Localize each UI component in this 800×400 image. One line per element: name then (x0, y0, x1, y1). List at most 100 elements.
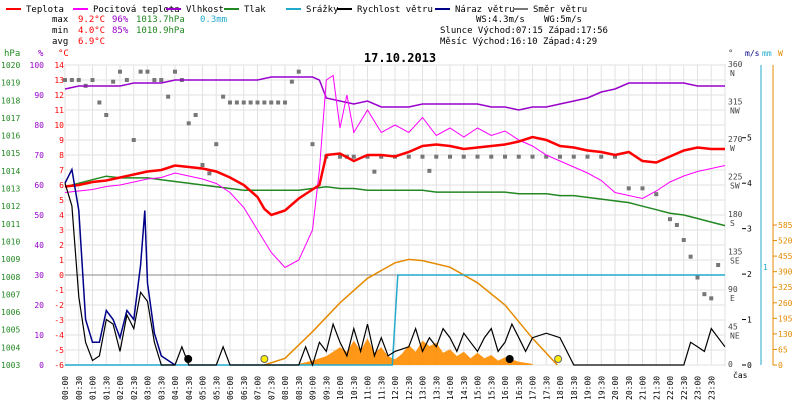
axis-unit-celsius: °C (58, 49, 69, 59)
y-tick-percent: 0 (39, 361, 44, 370)
x-tick: 17:00 (529, 376, 538, 400)
x-tick: 00:30 (75, 376, 84, 400)
y-tick-hpa: 1013 (1, 185, 20, 194)
y-tick-ms: 1 (747, 316, 752, 325)
y-tick-direction: 270 (728, 135, 743, 144)
x-axis: 00:00 00:30 01:00 01:30 02:00 02:30 03:00 03:30… (61, 370, 748, 400)
y-tick-percent: 40 (34, 241, 44, 250)
y-tick-percent: 60 (34, 181, 44, 190)
y-tick-wm2: 195 (778, 314, 793, 323)
y-tick-direction-name: N (730, 69, 735, 78)
x-tick: 23:00 (694, 376, 703, 400)
stat-pressure: 1013.7hPa (136, 15, 185, 25)
y-tick-hpa: 1018 (1, 96, 20, 105)
y-tick-wm2: 390 (778, 268, 793, 277)
x-tick: 16:00 (501, 376, 510, 400)
y-tick-hpa: 1005 (1, 326, 20, 335)
x-axis-label: čas (733, 370, 748, 380)
axis-unit-wm2: W (778, 49, 783, 58)
legend: Teplota Pocitová teplota Vlhkost Tlak Srážky… (6, 5, 587, 15)
y-tick-hpa: 1014 (1, 167, 20, 176)
x-tick: 18:30 (570, 376, 579, 400)
y-tick-hpa: 1007 (1, 290, 20, 299)
y-tick-percent: 30 (34, 271, 44, 280)
x-tick: 13:30 (432, 376, 441, 400)
series-pressure (64, 175, 726, 227)
y-tick-mm: 1 (763, 263, 768, 272)
y-tick-percent: 20 (34, 301, 44, 310)
direction-point (489, 154, 494, 159)
y-tick-celsius: 8 (59, 151, 64, 160)
legend-label: Vlhkost (186, 5, 224, 15)
axis-unit-percent: % (38, 49, 44, 59)
x-tick: 22:00 (666, 376, 675, 400)
y-tick-ms: 4 (747, 179, 752, 188)
y-tick-wm2: 585 (778, 221, 793, 230)
y-tick-ms: 2 (747, 270, 752, 279)
sun-info: Slunce Východ:07:15 Západ:17:56 (440, 26, 608, 36)
direction-point (475, 154, 480, 159)
y-tick-hpa: 1017 (1, 114, 20, 123)
stat-temp: 6.9°C (78, 37, 105, 47)
y-tick-ms: 3 (747, 225, 752, 234)
direction-point (124, 78, 129, 82)
direction-point (461, 154, 466, 159)
x-tick: 04:30 (185, 376, 194, 400)
y-tick-celsius: -2 (54, 301, 64, 310)
y-tick-ms: 0 (747, 361, 752, 370)
x-tick: 16:30 (515, 376, 524, 400)
sun-marker (260, 355, 269, 363)
series-solar-theoretical (264, 258, 558, 366)
x-tick: 01:30 (102, 376, 111, 400)
direction-point (241, 100, 246, 105)
legend-label: Náraz větru (455, 5, 515, 15)
stat-label: avg (52, 37, 68, 47)
direction-point (97, 100, 102, 105)
y-tick-wm2: 65 (778, 345, 788, 354)
y-tick-celsius: 13 (54, 76, 64, 85)
direction-point (90, 78, 95, 82)
x-tick: 19:30 (597, 376, 606, 400)
y-tick-celsius: -5 (54, 346, 64, 355)
y-tick-celsius: 5 (59, 196, 64, 205)
direction-point (544, 154, 549, 159)
x-tick: 17:30 (542, 376, 551, 400)
direction-point (585, 154, 590, 159)
series (63, 69, 726, 367)
legend-label: Rychlost větru (357, 5, 433, 15)
axis-unit-ms: m/s (745, 49, 760, 58)
direction-point (262, 100, 267, 105)
y-tick-direction: 0 (728, 360, 733, 369)
x-tick: 11:00 (364, 376, 373, 400)
x-tick: 12:00 (391, 376, 400, 400)
direction-point (248, 100, 253, 105)
direction-point (530, 154, 535, 159)
series-wind (64, 183, 726, 367)
y-tick-celsius: -3 (54, 316, 64, 325)
direction-point (152, 78, 157, 82)
direction-point (626, 186, 631, 191)
direction-point (668, 217, 672, 222)
direction-point (276, 100, 281, 105)
y-tick-celsius: 4 (59, 211, 64, 220)
y-tick-hpa: 1003 (1, 361, 20, 370)
direction-point (255, 100, 260, 105)
moon-info: Měsíc Východ:16:10 Západ:4:29 (440, 37, 597, 47)
x-tick: 08:30 (295, 376, 304, 400)
y-tick-percent: 70 (34, 151, 44, 160)
series-temperature (64, 135, 725, 217)
direction-point (427, 168, 432, 173)
direction-point (351, 154, 356, 159)
stat-label: max (52, 15, 69, 25)
x-tick: 11:30 (377, 376, 386, 400)
x-tick: 06:30 (240, 376, 249, 400)
direction-point (695, 275, 700, 280)
x-tick: 18:00 (556, 376, 565, 400)
direction-point (571, 154, 576, 159)
y-tick-celsius: 6 (59, 181, 64, 190)
axis-unit-hpa: hPa (4, 49, 20, 59)
y-tick-direction-name: S (730, 219, 735, 228)
x-tick: 19:00 (584, 376, 593, 400)
